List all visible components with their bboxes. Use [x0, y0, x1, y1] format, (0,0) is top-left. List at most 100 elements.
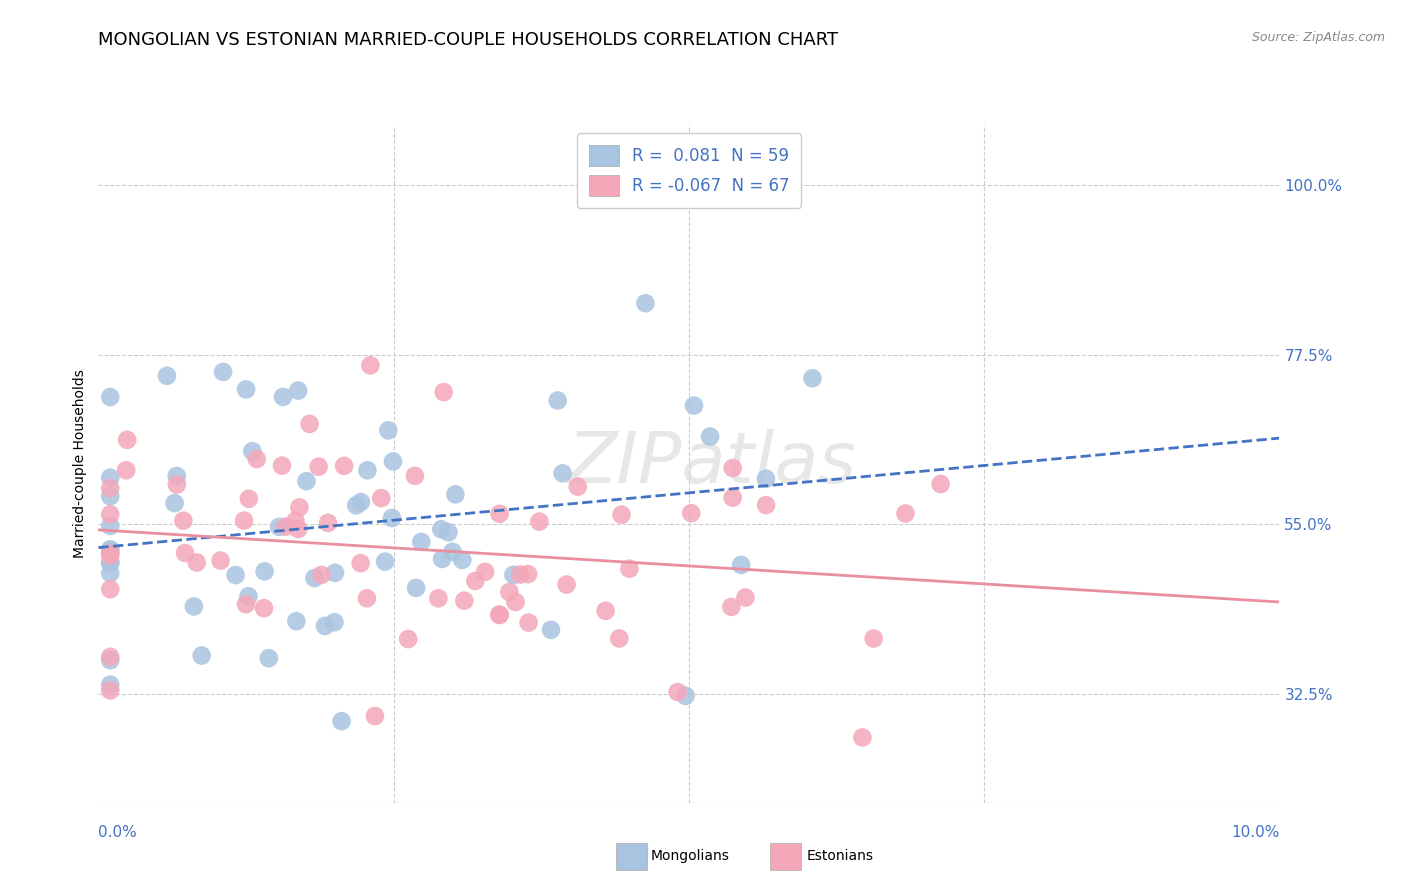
Point — [721, 491, 744, 505]
Point — [730, 558, 752, 572]
Point — [98, 649, 121, 664]
Point — [212, 365, 235, 379]
Point — [238, 491, 260, 506]
Point — [381, 511, 404, 525]
Point — [209, 553, 232, 567]
Point — [675, 689, 697, 703]
Point — [225, 568, 247, 582]
Point — [699, 429, 721, 443]
Point — [801, 371, 824, 385]
Text: ZIPatlas: ZIPatlas — [568, 429, 858, 499]
Point — [98, 508, 121, 522]
Point — [267, 520, 290, 534]
Point — [517, 567, 540, 582]
Point — [323, 566, 346, 580]
Point — [98, 489, 121, 503]
Point — [474, 565, 496, 579]
Text: Mongolians: Mongolians — [651, 849, 730, 863]
Point — [464, 574, 486, 588]
Text: MONGOLIAN VS ESTONIAN MARRIED-COUPLE HOUSEHOLDS CORRELATION CHART: MONGOLIAN VS ESTONIAN MARRIED-COUPLE HOU… — [98, 31, 838, 49]
Point — [381, 454, 404, 468]
Point — [287, 522, 309, 536]
Point — [98, 481, 121, 495]
Point — [240, 444, 263, 458]
Point — [547, 393, 569, 408]
Point — [364, 709, 387, 723]
Point — [98, 556, 121, 570]
Point — [253, 565, 276, 579]
Point — [551, 467, 574, 481]
Point — [186, 556, 208, 570]
Point — [359, 359, 381, 373]
Point — [285, 614, 308, 628]
Point — [163, 496, 186, 510]
Point — [437, 525, 460, 540]
Point — [851, 731, 873, 745]
Point — [98, 653, 121, 667]
Point — [308, 459, 330, 474]
Point — [683, 399, 706, 413]
Point — [517, 615, 540, 630]
Point — [311, 568, 333, 582]
Point — [298, 417, 321, 431]
Point — [172, 514, 194, 528]
Point — [453, 593, 475, 607]
Point — [356, 591, 378, 606]
Point — [350, 495, 373, 509]
Point — [720, 599, 742, 614]
Point — [488, 607, 510, 622]
Point — [271, 390, 294, 404]
Point — [862, 632, 884, 646]
Point — [721, 461, 744, 475]
Point — [98, 582, 121, 597]
Point — [755, 472, 778, 486]
Point — [619, 562, 641, 576]
Text: Estonians: Estonians — [807, 849, 875, 863]
Point — [287, 384, 309, 398]
Point — [98, 547, 121, 561]
Point — [734, 591, 756, 605]
Point — [681, 506, 703, 520]
Legend: R =  0.081  N = 59, R = -0.067  N = 67: R = 0.081 N = 59, R = -0.067 N = 67 — [576, 133, 801, 208]
Point — [330, 714, 353, 729]
Point — [894, 507, 917, 521]
Point — [595, 604, 617, 618]
Point — [98, 544, 121, 558]
Point — [115, 463, 138, 477]
Point — [488, 507, 510, 521]
Point — [567, 480, 589, 494]
Point — [441, 545, 464, 559]
Point — [666, 685, 689, 699]
Point — [540, 623, 562, 637]
Text: 10.0%: 10.0% — [1232, 825, 1279, 840]
Point — [433, 385, 456, 400]
Point — [451, 553, 474, 567]
Point — [377, 423, 399, 437]
Point — [233, 514, 256, 528]
Point — [98, 678, 121, 692]
Point — [333, 458, 356, 473]
Point — [634, 296, 657, 310]
Text: Source: ZipAtlas.com: Source: ZipAtlas.com — [1251, 31, 1385, 45]
Point — [304, 571, 326, 585]
Point — [350, 556, 373, 570]
Point — [174, 546, 197, 560]
Point — [755, 498, 778, 512]
Point — [288, 500, 311, 515]
Point — [502, 567, 524, 582]
Point — [430, 522, 453, 536]
Point — [555, 577, 578, 591]
Point — [98, 390, 121, 404]
Point — [344, 499, 367, 513]
Point — [356, 463, 378, 477]
Text: 0.0%: 0.0% — [98, 825, 138, 840]
Point — [98, 542, 121, 557]
Point — [271, 458, 294, 473]
Point — [98, 683, 121, 698]
Point — [98, 566, 121, 580]
Point — [607, 632, 630, 646]
Point — [183, 599, 205, 614]
Point — [444, 487, 467, 501]
Point — [190, 648, 212, 663]
Point — [498, 585, 520, 599]
